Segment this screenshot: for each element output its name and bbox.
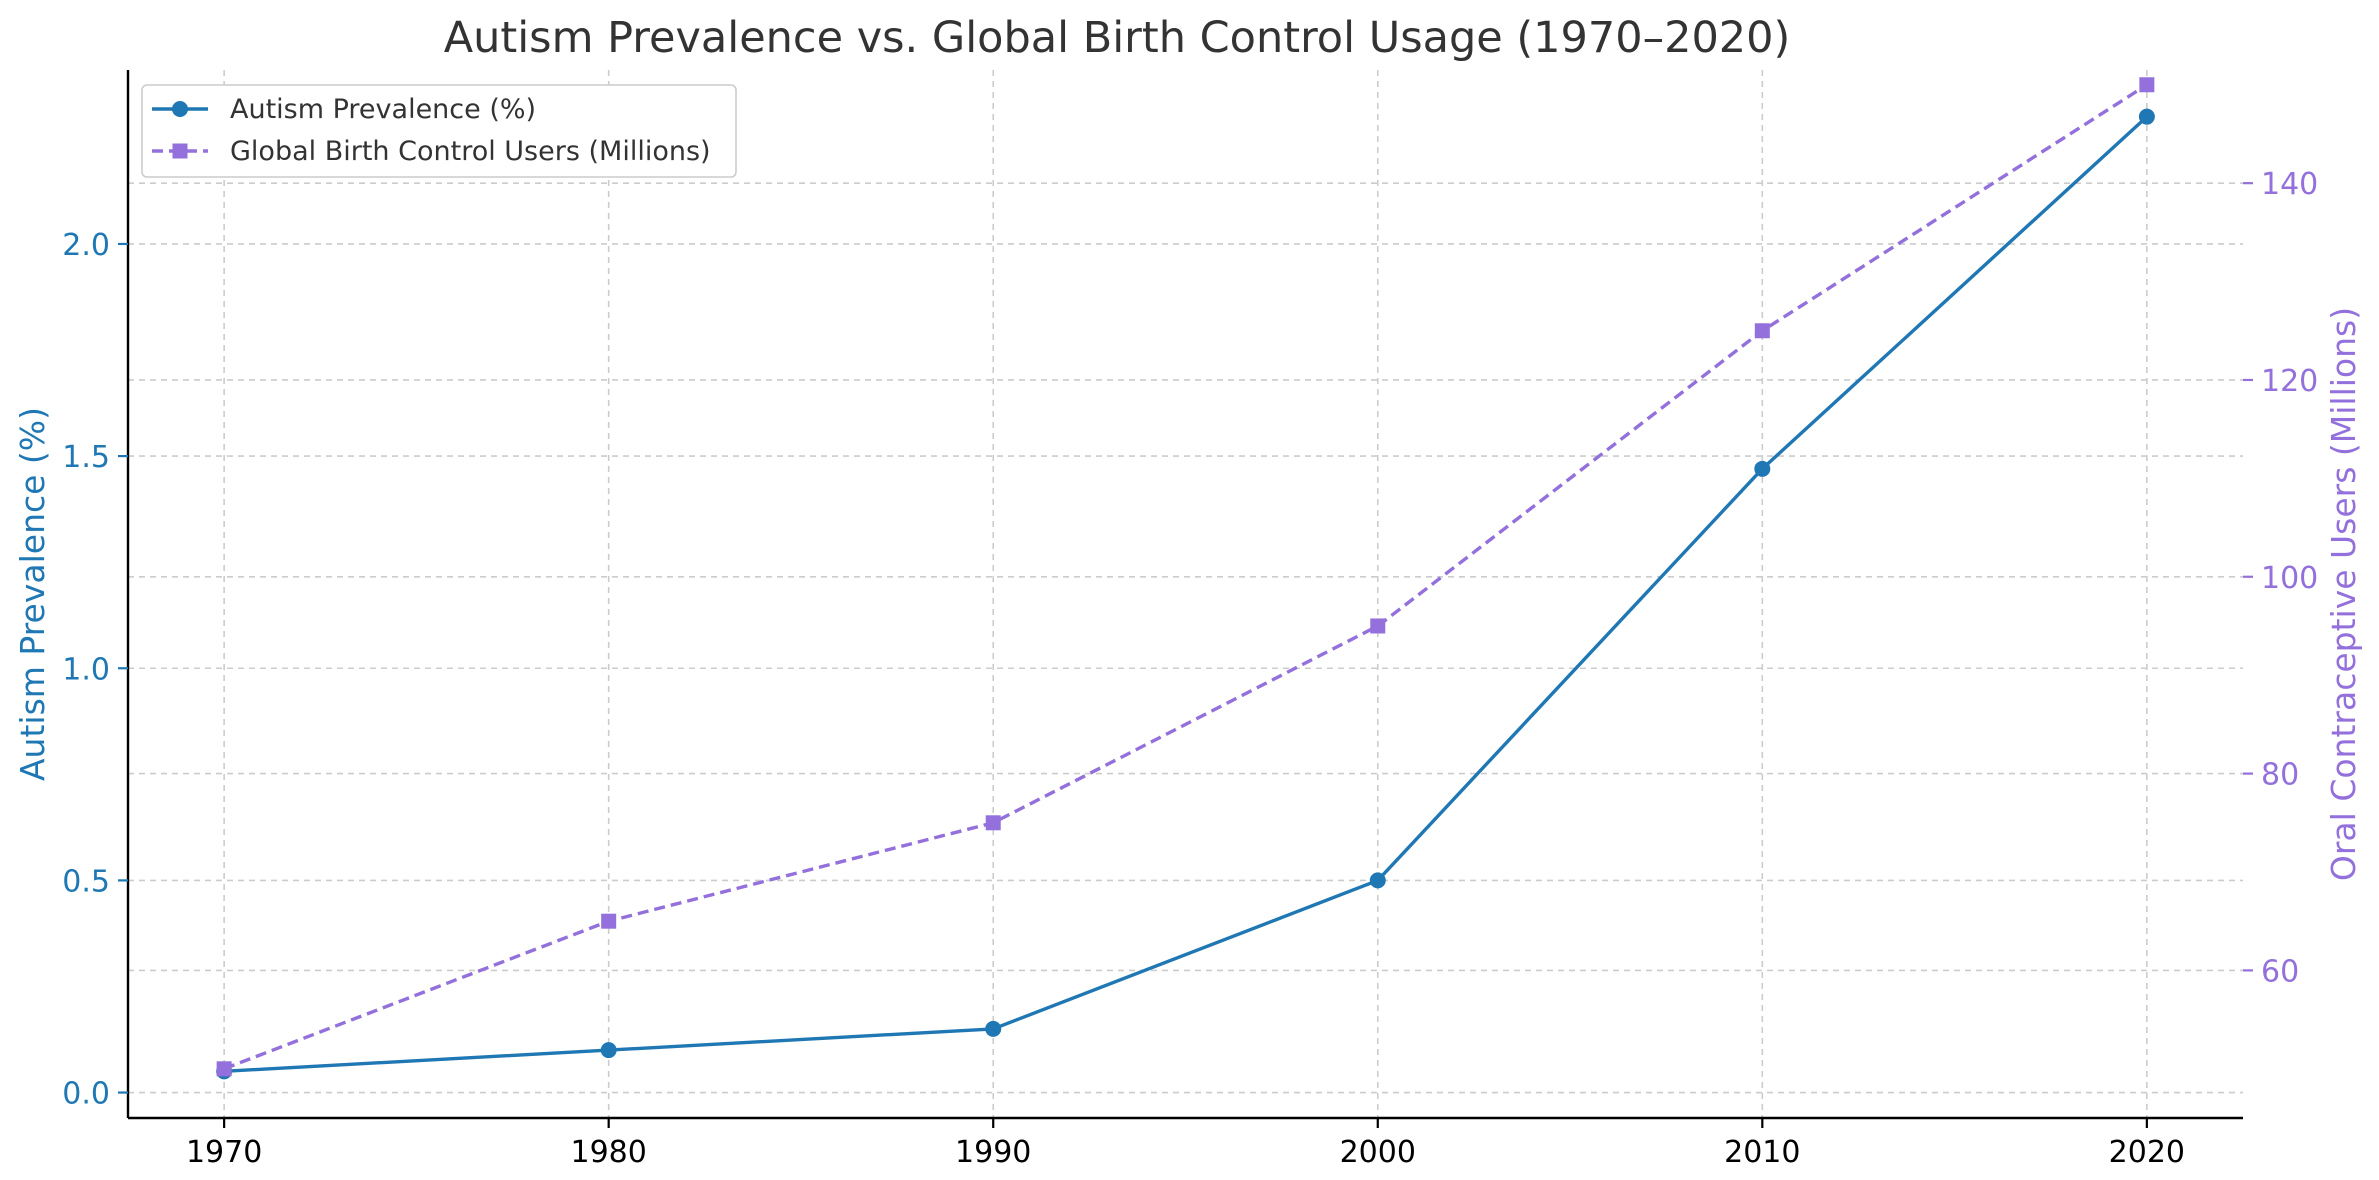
data-point-1 [985, 815, 1001, 831]
x-tick-label: 1990 [955, 1135, 1031, 1170]
data-point-0 [1369, 872, 1386, 889]
left-tick-label: 1.5 [62, 440, 110, 475]
data-point-1 [2139, 77, 2155, 93]
x-tick-label: 2000 [1340, 1135, 1416, 1170]
legend: Autism Prevalence (%) Global Birth Contro… [141, 84, 737, 178]
legend-marker-1 [172, 143, 188, 159]
series-layer [216, 77, 2155, 1080]
legend-label-0: Autism Prevalence (%) [230, 94, 536, 125]
legend-label-1: Global Birth Control Users (Millions) [230, 136, 711, 167]
right-tick-label: 140 [2261, 167, 2318, 202]
data-point-0 [2138, 108, 2155, 125]
right-axis-label: Oral Contraceptive Users (Millions) [2324, 307, 2363, 881]
right-tick-label: 120 [2261, 364, 2318, 399]
left-tick-label: 1.0 [62, 652, 110, 687]
left-tick-label: 0.0 [62, 1077, 110, 1112]
data-point-1 [1754, 323, 1770, 339]
data-point-1 [601, 913, 617, 929]
left-tick-label: 2.0 [62, 228, 110, 263]
chart-title: Autism Prevalence vs. Global Birth Contr… [444, 13, 1791, 63]
series-line-1 [223, 83, 2148, 1071]
axes-layer: 1970 1980 1990 2000 2010 2020 0.0 0.5 1.0 1.5 2.0 6… [13, 70, 2363, 1170]
left-axis-label: Autism Prevalence (%) [13, 407, 52, 781]
x-tick-label: 2010 [1724, 1135, 1800, 1170]
data-point-0 [985, 1020, 1002, 1037]
data-point-1 [1370, 618, 1386, 634]
right-tick-label: 80 [2261, 758, 2299, 793]
right-tick-label: 60 [2261, 954, 2299, 989]
x-tick-label: 1970 [186, 1135, 262, 1170]
data-point-1 [216, 1061, 232, 1077]
series-line-0 [224, 115, 2149, 1073]
legend-box [141, 84, 737, 178]
left-tick-label: 0.5 [62, 864, 110, 899]
legend-marker-0 [172, 101, 188, 117]
grid-layer [128, 70, 2243, 1118]
x-tick-label: 1980 [571, 1135, 647, 1170]
data-point-0 [1754, 460, 1771, 477]
right-tick-label: 100 [2261, 561, 2318, 596]
data-point-0 [600, 1042, 617, 1059]
x-tick-label: 2020 [2109, 1135, 2185, 1170]
